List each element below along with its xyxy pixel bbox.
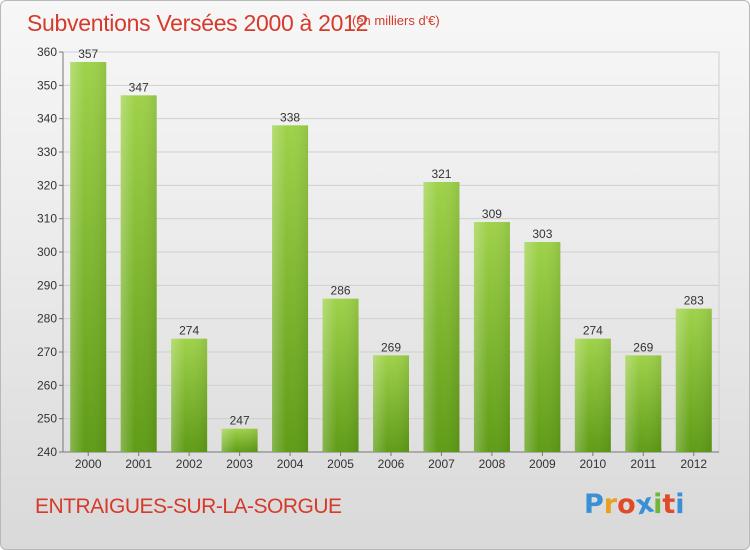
logo-letter: P [584, 489, 604, 520]
x-tick-label: 2010 [579, 457, 606, 471]
bar-shine [70, 62, 107, 452]
bar-shine [423, 182, 460, 452]
bar-shine [373, 355, 409, 452]
commune-name: ENTRAIGUES-SUR-LA-SORGUE [35, 495, 342, 518]
x-tick-label: 2006 [378, 457, 405, 471]
x-tick-label: 2011 [630, 457, 656, 471]
y-tick-label: 260 [37, 378, 57, 392]
bar-value-label: 274 [179, 324, 199, 338]
chart-unit: (en milliers d'€) [352, 13, 440, 28]
y-tick-label: 290 [37, 278, 57, 292]
y-tick-label: 240 [37, 445, 57, 459]
y-tick-label: 270 [37, 345, 57, 359]
x-tick-label: 2002 [176, 457, 203, 471]
x-tick-label: 2012 [680, 457, 707, 471]
x-tick-label: 2005 [327, 457, 354, 471]
x-tick-label: 2001 [125, 457, 152, 471]
logo-letter: o [617, 489, 636, 520]
bar-value-label: 321 [431, 167, 451, 181]
bar-value-label: 269 [633, 340, 653, 354]
bar-shine [675, 308, 712, 452]
y-tick-label: 320 [37, 178, 57, 192]
logo-letter: r [603, 489, 618, 520]
y-tick-label: 250 [37, 412, 57, 426]
bar-shine [322, 298, 359, 452]
y-tick-label: 330 [37, 145, 57, 159]
proxiti-logo: Proxiti [584, 488, 685, 522]
logo-letter: i [653, 489, 663, 520]
x-tick-label: 2004 [277, 457, 304, 471]
bar-value-label: 274 [583, 324, 603, 338]
bar-shine [524, 242, 561, 452]
bar-value-label: 247 [230, 414, 250, 428]
bar-value-label: 357 [78, 47, 98, 61]
bar-value-label: 309 [482, 207, 502, 221]
y-tick-label: 360 [37, 45, 57, 59]
x-axis: 2000 2001 2002 2003 2004 2005 2006 2007 2008 2009… [75, 452, 707, 471]
x-tick-label: 2007 [428, 457, 455, 471]
chart-title: Subventions Versées 2000 à 2012 [27, 10, 369, 36]
bar-value-label: 269 [381, 340, 401, 354]
bar-value-label: 286 [331, 284, 351, 298]
bar-value-label: 347 [129, 80, 149, 94]
grid-lines [62, 51, 720, 453]
x-tick-label: 2000 [75, 457, 102, 471]
bar-shine [120, 95, 157, 452]
bar-shine [574, 338, 611, 452]
bar-shine [221, 428, 258, 452]
bar-value-label: 338 [280, 110, 300, 124]
logo-letter: t [662, 489, 676, 520]
y-tick-label: 340 [37, 112, 57, 126]
bar-shine [171, 338, 208, 452]
x-tick-label: 2009 [529, 457, 556, 471]
bar-shine [272, 125, 309, 452]
bar-shine [473, 222, 510, 452]
y-tick-label: 280 [37, 312, 57, 326]
x-tick-label: 2003 [226, 457, 253, 471]
bar-value-label: 303 [532, 227, 552, 241]
y-tick-label: 350 [37, 78, 57, 92]
x-tick-label: 2008 [479, 457, 506, 471]
bar-shine [625, 355, 662, 452]
bars: 357 347 274 247 338 286 269 321 309 303 274 269 283 [70, 47, 712, 452]
y-tick-label: 300 [37, 245, 57, 259]
y-tick-label: 310 [37, 212, 57, 226]
bar-value-label: 283 [684, 294, 704, 308]
logo-letter: i [675, 489, 685, 520]
